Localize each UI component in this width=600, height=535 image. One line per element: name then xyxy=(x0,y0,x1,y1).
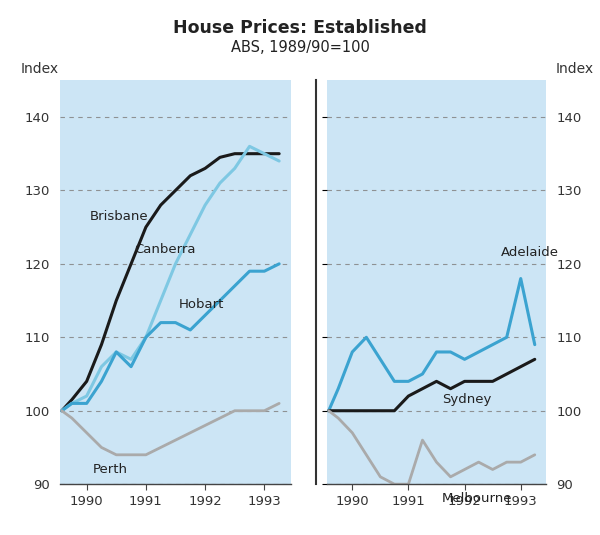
Text: Index: Index xyxy=(556,62,594,76)
Text: Brisbane: Brisbane xyxy=(89,210,148,223)
Text: House Prices: Established: House Prices: Established xyxy=(173,19,427,37)
Text: Index: Index xyxy=(21,62,59,76)
Text: Melbourne: Melbourne xyxy=(442,492,512,506)
Text: Perth: Perth xyxy=(92,463,128,476)
Text: ABS, 1989/90=100: ABS, 1989/90=100 xyxy=(230,40,370,55)
Text: Hobart: Hobart xyxy=(178,298,224,311)
Text: Canberra: Canberra xyxy=(134,243,196,256)
Text: Adelaide: Adelaide xyxy=(501,246,559,259)
Text: Sydney: Sydney xyxy=(442,393,491,406)
